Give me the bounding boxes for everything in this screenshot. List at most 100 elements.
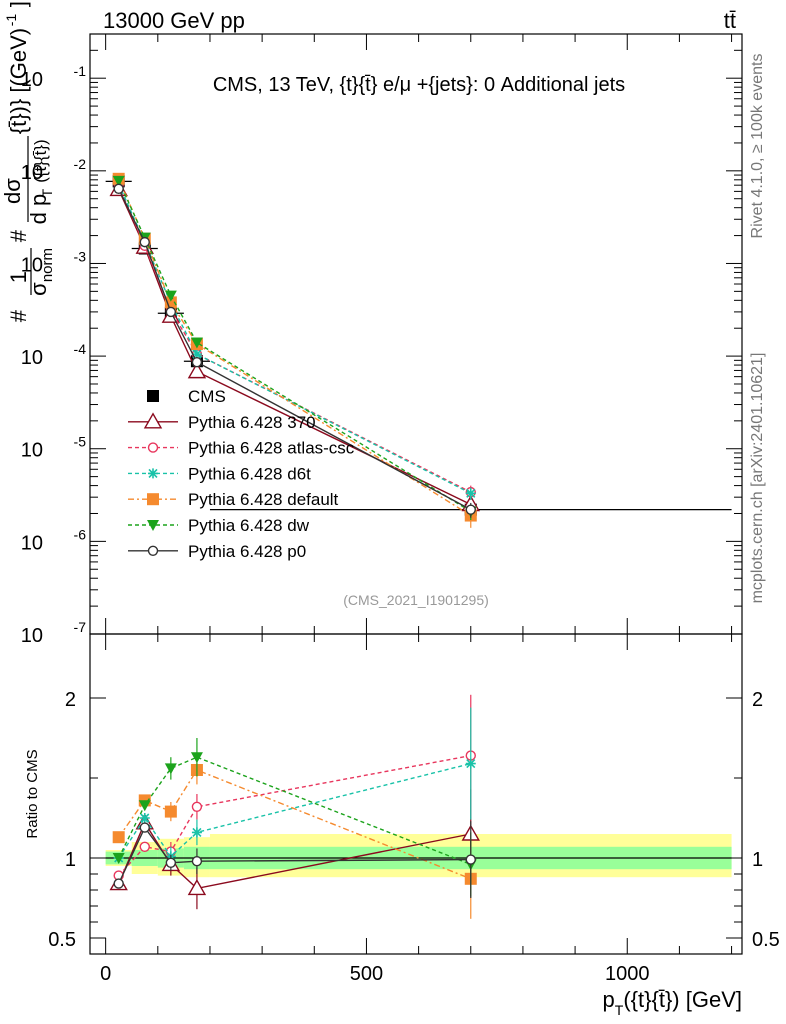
ylabel-d: d p xyxy=(26,194,51,225)
legend-marker xyxy=(143,412,163,429)
ylabel-norm: norm xyxy=(39,248,56,282)
data-point xyxy=(112,175,125,187)
data-point xyxy=(139,236,150,248)
legend-label: Pythia 6.428 atlas-csc xyxy=(188,439,355,458)
header-left: 13000 GeV pp xyxy=(103,8,245,33)
ratio-series-layer xyxy=(109,694,480,919)
xlabel-arg: ({t}{t̄}) [GeV] xyxy=(623,987,742,1012)
ratio-y-axis: 0.5 0.5 1 1 2 2 xyxy=(48,689,780,951)
ratio-point xyxy=(138,800,151,812)
main-y-tick-label: 10 -3 xyxy=(21,248,86,276)
main-y-tick-label: 10 -2 xyxy=(21,156,86,184)
main-y-tick-label: 10 -6 xyxy=(21,526,86,554)
ylabel-dsigma: dσ xyxy=(0,178,25,204)
series-line xyxy=(118,178,472,517)
ratio-point xyxy=(190,752,203,764)
ratio-y-tick-label-right: 0.5 xyxy=(752,929,780,951)
main-y-tick-exp: -3 xyxy=(74,248,87,264)
data-point xyxy=(465,488,476,499)
xlabel-T: T xyxy=(615,1002,624,1018)
data-point xyxy=(164,290,177,302)
ylabel-hash1: # xyxy=(6,309,31,322)
header-right: tt̄ xyxy=(724,8,736,33)
ratio-point xyxy=(465,854,476,865)
legend-marker xyxy=(148,468,158,479)
legend: CMS Pythia 6.428 370 Pythia 6.428 atlas-cs… xyxy=(128,387,355,561)
main-y-tick-base: 10 xyxy=(21,254,43,276)
x-tick-label: 1000 xyxy=(605,963,650,985)
ylabel-sigma: σ xyxy=(26,282,51,296)
ratio-y-tick-label: 2 xyxy=(65,689,76,711)
data-point xyxy=(191,356,203,368)
ratio-point xyxy=(191,801,203,812)
main-y-label: # 1 σ norm # dσ d p T ({t}{t̄}) {t̄})} [… xyxy=(0,1,57,322)
ratio-point xyxy=(165,857,177,868)
ylabel-close: {t̄})} [(GeV) xyxy=(6,28,31,134)
data-point xyxy=(187,362,207,379)
main-y-tick-base: 10 xyxy=(21,162,43,184)
ratio-y-label: Ratio to CMS xyxy=(24,749,41,838)
x-axis: 0 500 1000 xyxy=(100,34,733,985)
mcplots-label: mcplots.cern.ch [arXiv:2401.10621] xyxy=(749,353,766,604)
data-point xyxy=(113,183,124,194)
series-6 xyxy=(113,183,476,518)
main-y-tick-label: 10 -5 xyxy=(21,434,86,462)
ratio-point xyxy=(465,758,476,769)
ratio-uncertainty-bands xyxy=(105,834,732,878)
main-series-layer xyxy=(105,172,732,528)
ylabel-hash2: # xyxy=(6,229,31,242)
legend-marker xyxy=(147,493,159,506)
legend-label: Pythia 6.428 370 xyxy=(188,413,316,432)
xlabel-p: p xyxy=(603,987,615,1012)
ylabel-T: T xyxy=(39,188,55,197)
ratio-point xyxy=(112,831,125,844)
ratio-point xyxy=(113,878,124,889)
legend-label: Pythia 6.428 dw xyxy=(188,516,310,535)
legend-label: CMS xyxy=(188,387,226,406)
svg-text:# 1 σ norm: # 1 σ norm # dσ d p T ({t}{t̄}) {t̄})} [… xyxy=(0,1,57,322)
ratio-point xyxy=(139,822,150,833)
main-y-tick-label: 10 -4 xyxy=(21,341,86,369)
main-y-tick-base: 10 xyxy=(21,625,43,647)
ratio-y-tick-label-right: 2 xyxy=(752,689,763,711)
main-y-tick-exp: -6 xyxy=(74,526,87,542)
ylabel-one: 1 xyxy=(6,271,31,283)
watermark: (CMS_2021_I1901295) xyxy=(343,592,489,608)
ratio-y-tick-label: 1 xyxy=(65,849,76,871)
legend-item: Pythia 6.428 dw xyxy=(128,516,310,535)
main-y-tick-label: 10 -7 xyxy=(21,619,86,647)
ratio-point xyxy=(139,841,150,852)
ratio-point xyxy=(139,813,150,823)
main-y-tick-base: 10 xyxy=(21,440,43,462)
ratio-y-tick-label-right: 1 xyxy=(752,849,763,871)
data-point xyxy=(191,349,202,360)
main-y-tick-base: 10 xyxy=(21,69,43,91)
legend-item: CMS xyxy=(147,387,226,406)
legend-item: Pythia 6.428 default xyxy=(128,490,339,509)
data-point xyxy=(465,504,476,515)
legend-marker xyxy=(147,442,159,453)
data-point xyxy=(165,306,177,318)
legend-marker xyxy=(147,520,159,531)
ratio-point xyxy=(164,763,177,775)
x-tick-label: 500 xyxy=(350,963,383,985)
ratio-panel-frame xyxy=(89,633,743,955)
legend-item: Pythia 6.428 atlas-csc xyxy=(128,439,355,458)
legend-item: Pythia 6.428 d6t xyxy=(128,464,311,483)
main-y-tick-label: 10 -1 xyxy=(21,63,86,91)
legend-marker xyxy=(147,545,159,556)
chart-title: CMS, 13 TeV, {t}{t̄} e/μ +{jets}: 0 Addi… xyxy=(213,74,625,96)
ylabel-arg: ({t}{t̄}) xyxy=(31,139,50,182)
legend-label: Pythia 6.428 default xyxy=(188,490,339,509)
ratio-point xyxy=(112,853,125,864)
ratio-point xyxy=(187,878,207,896)
ylabel-exp: -1 xyxy=(3,14,19,27)
main-y-tick-exp: -1 xyxy=(74,63,87,79)
main-y-axis: 10 -1 10 -2 10 -3 10 -4 10 -5 10 -6 10 -7 xyxy=(21,33,742,647)
series-line xyxy=(118,180,472,513)
legend-marker xyxy=(147,390,159,402)
main-y-tick-exp: -2 xyxy=(74,156,87,172)
ratio-y-tick-label: 0.5 xyxy=(48,929,76,951)
main-y-tick-base: 10 xyxy=(21,347,43,369)
